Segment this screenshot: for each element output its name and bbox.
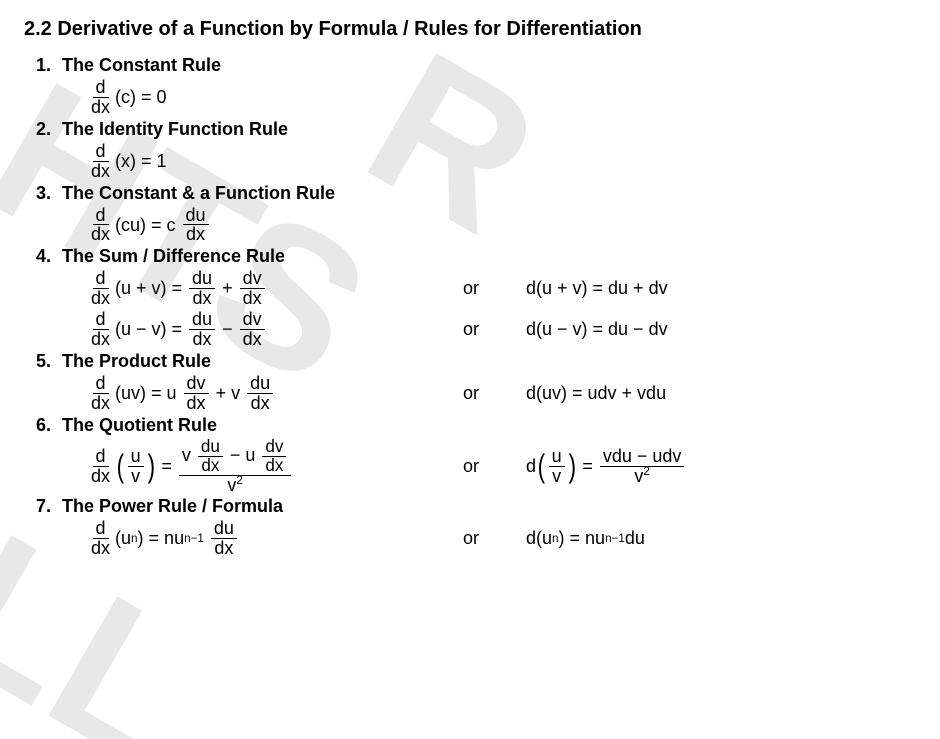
section-title: 2.2 Derivative of a Function by Formula … — [24, 18, 916, 41]
rule-item: The Sum / Difference Rule ddx(u + v) = d… — [56, 246, 916, 349]
rule-name: The Power Rule / Formula — [62, 496, 916, 517]
rule-item: The Constant Rule ddx(c) = 0 — [56, 55, 916, 117]
or-label: or — [416, 529, 526, 548]
rule-name: The Product Rule — [62, 351, 916, 372]
rule-item: The Constant & a Function Rule ddx(cu) =… — [56, 183, 916, 245]
rules-list: The Constant Rule ddx(c) = 0 The Identit… — [56, 55, 916, 558]
formula-row: ddx(un) = nun−1 dudx or d(un) = nun−1du — [86, 519, 916, 558]
formula-lhs: ddx(u + v) = dudx + dvdx — [86, 269, 416, 308]
formula-lhs: ddx(un) = nun−1 dudx — [86, 519, 416, 558]
rule-name: The Identity Function Rule — [62, 119, 916, 140]
or-label: or — [416, 457, 526, 476]
formula-lhs: ddx(cu) = c dudx — [86, 206, 416, 245]
formula-lhs: ddx(x) = 1 — [86, 142, 416, 181]
rule-name: The Sum / Difference Rule — [62, 246, 916, 267]
rule-item: The Quotient Rule ddx (uv) = v dudx − u … — [56, 415, 916, 495]
formula-row: ddx(u − v) = dudx − dvdx or d(u − v) = d… — [86, 310, 916, 349]
rule-name: The Quotient Rule — [62, 415, 916, 436]
formula-row: ddx(x) = 1 — [86, 142, 916, 181]
or-label: or — [416, 279, 526, 298]
formula-row: ddx(u + v) = dudx + dvdx or d(u + v) = d… — [86, 269, 916, 308]
document-content: 2.2 Derivative of a Function by Formula … — [24, 18, 916, 558]
rule-name: The Constant & a Function Rule — [62, 183, 916, 204]
formula-row: ddx(cu) = c dudx — [86, 206, 916, 245]
rule-item: The Power Rule / Formula ddx(un) = nun−1… — [56, 496, 916, 558]
formula-row: ddx (uv) = v dudx − u dvdx v2 or d(uv) =… — [86, 438, 916, 495]
rule-name: The Constant Rule — [62, 55, 916, 76]
formula-rhs: d(un) = nun−1du — [526, 529, 916, 548]
formula-rhs: d(uv) = udv + vdu — [526, 384, 916, 403]
or-label: or — [416, 320, 526, 339]
formula-rhs: d(u + v) = du + dv — [526, 279, 916, 298]
rule-item: The Product Rule ddx(uv) = u dvdx + v du… — [56, 351, 916, 413]
formula-lhs: ddx(u − v) = dudx − dvdx — [86, 310, 416, 349]
formula-lhs: ddx(c) = 0 — [86, 78, 416, 117]
formula-rhs: d(u − v) = du − dv — [526, 320, 916, 339]
formula-row: ddx(c) = 0 — [86, 78, 916, 117]
formula-lhs: ddx(uv) = u dvdx + v dudx — [86, 374, 416, 413]
formula-rhs: d(uv) = vdu − udvv2 — [526, 447, 916, 486]
formula-lhs: ddx (uv) = v dudx − u dvdx v2 — [86, 438, 416, 495]
rule-item: The Identity Function Rule ddx(x) = 1 — [56, 119, 916, 181]
formula-row: ddx(uv) = u dvdx + v dudx or d(uv) = udv… — [86, 374, 916, 413]
or-label: or — [416, 384, 526, 403]
